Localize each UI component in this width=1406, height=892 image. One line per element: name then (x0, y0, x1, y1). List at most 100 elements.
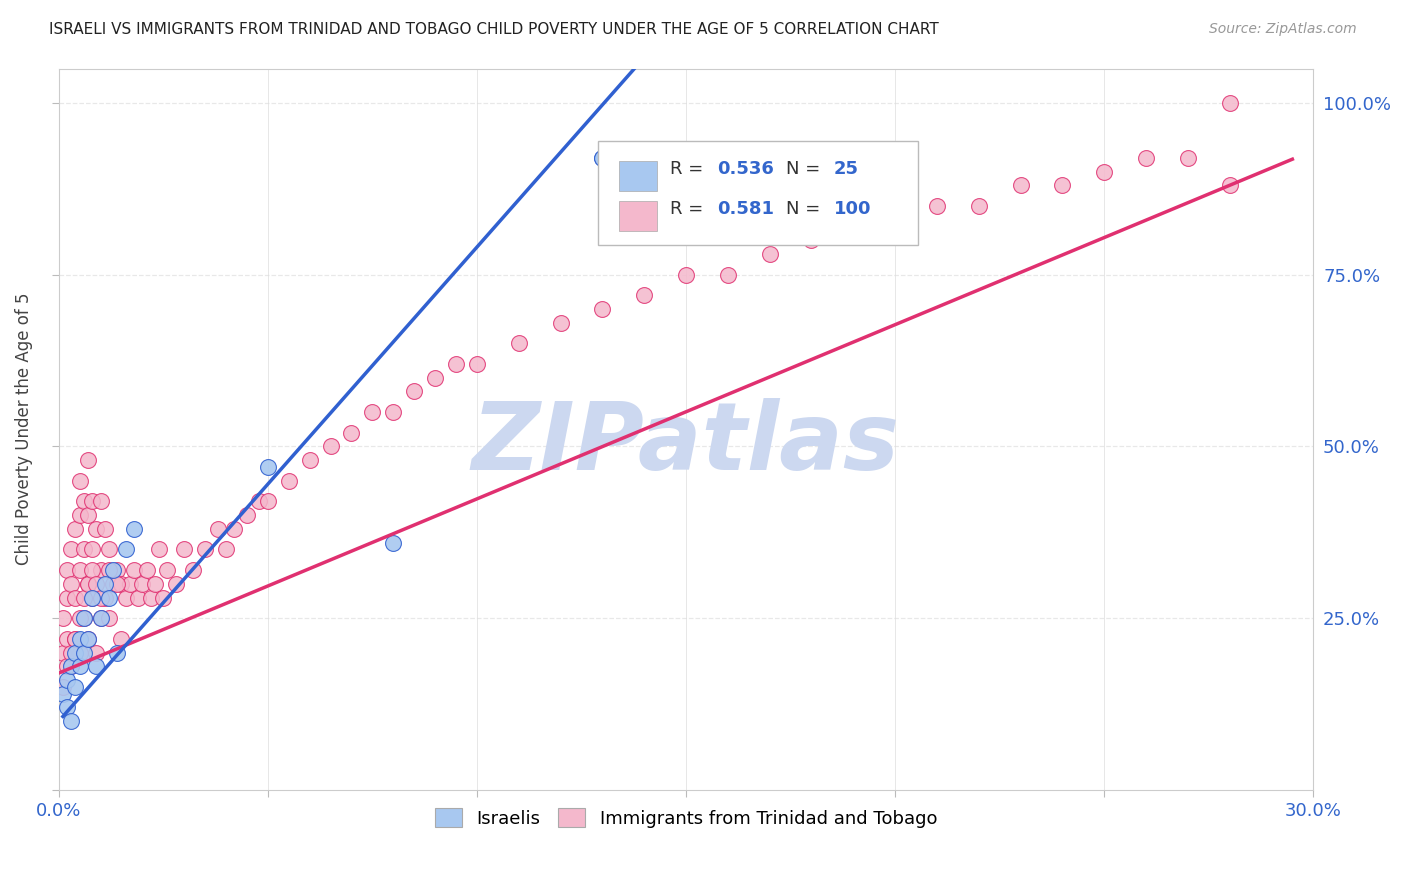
Text: 0.581: 0.581 (717, 200, 775, 218)
Point (77, 508, 100, 522)
Point (224, 522, 246, 536)
Point (73, 591, 96, 605)
Text: Source: ZipAtlas.com: Source: ZipAtlas.com (1209, 22, 1357, 37)
Point (215, 542, 238, 557)
Point (114, 542, 136, 557)
Point (73, 542, 96, 557)
Point (1177, 151, 1199, 165)
Point (842, 219, 865, 234)
Text: R =: R = (669, 200, 709, 218)
Point (60, 576, 83, 591)
Point (165, 576, 187, 591)
Point (173, 542, 195, 557)
Point (122, 563, 145, 577)
Text: ISRAELI VS IMMIGRANTS FROM TRINIDAD AND TOBAGO CHILD POVERTY UNDER THE AGE OF 5 : ISRAELI VS IMMIGRANTS FROM TRINIDAD AND … (49, 22, 939, 37)
Point (675, 268, 697, 282)
Point (256, 494, 278, 508)
FancyBboxPatch shape (598, 141, 918, 245)
Point (105, 576, 128, 591)
Point (110, 632, 132, 646)
Point (382, 535, 405, 549)
Point (925, 199, 948, 213)
Point (404, 384, 426, 399)
Bar (620, 161, 657, 191)
Point (93, 591, 115, 605)
Point (89, 591, 111, 605)
Point (591, 151, 613, 165)
Point (56, 563, 79, 577)
Point (298, 453, 321, 467)
Point (86, 576, 108, 591)
Text: 0.536: 0.536 (717, 161, 775, 178)
Point (97, 591, 120, 605)
Point (884, 219, 907, 234)
Text: ZIPatlas: ZIPatlas (472, 398, 900, 490)
Point (1092, 164, 1115, 178)
Point (89, 563, 111, 577)
Point (82, 591, 104, 605)
Point (65, 522, 87, 536)
Point (1219, 178, 1241, 193)
Point (52, 687, 75, 701)
Point (86, 659, 108, 673)
Point (60, 714, 83, 729)
Point (967, 199, 990, 213)
Point (97, 611, 120, 625)
Point (139, 591, 162, 605)
Point (277, 474, 299, 488)
Point (60, 659, 83, 673)
Point (69, 659, 91, 673)
Point (60, 659, 83, 673)
Point (194, 542, 217, 557)
Point (550, 316, 572, 330)
Point (101, 576, 124, 591)
Point (69, 632, 91, 646)
Point (69, 646, 91, 660)
Point (77, 576, 100, 591)
Point (110, 576, 132, 591)
Point (465, 357, 488, 371)
Point (82, 591, 104, 605)
Text: N =: N = (786, 161, 827, 178)
Text: R =: R = (669, 161, 709, 178)
Point (131, 576, 153, 591)
Point (127, 591, 149, 605)
Point (82, 542, 104, 557)
Point (135, 563, 157, 577)
Point (77, 632, 100, 646)
Point (361, 405, 384, 419)
Point (52, 680, 75, 694)
Point (65, 591, 87, 605)
Point (143, 576, 166, 591)
Point (118, 576, 141, 591)
Point (56, 591, 79, 605)
Point (77, 453, 100, 467)
Point (236, 508, 259, 522)
Point (122, 522, 145, 536)
Point (65, 632, 87, 646)
Point (591, 301, 613, 316)
Point (105, 646, 128, 660)
Point (114, 591, 136, 605)
Point (633, 288, 655, 302)
Point (60, 646, 83, 660)
Text: 25: 25 (834, 161, 859, 178)
Point (591, 151, 613, 165)
Point (1052, 178, 1074, 193)
Point (319, 439, 342, 453)
Point (52, 611, 75, 625)
Legend: Israelis, Immigrants from Trinidad and Tobago: Israelis, Immigrants from Trinidad and T… (427, 801, 945, 835)
Point (73, 611, 96, 625)
Point (800, 233, 823, 247)
Point (758, 247, 780, 261)
Point (77, 576, 100, 591)
Point (65, 646, 87, 660)
Point (249, 494, 271, 508)
Point (717, 268, 740, 282)
Point (97, 542, 120, 557)
Point (1010, 178, 1032, 193)
Point (56, 659, 79, 673)
Point (508, 336, 530, 351)
Point (56, 632, 79, 646)
Point (1219, 95, 1241, 110)
